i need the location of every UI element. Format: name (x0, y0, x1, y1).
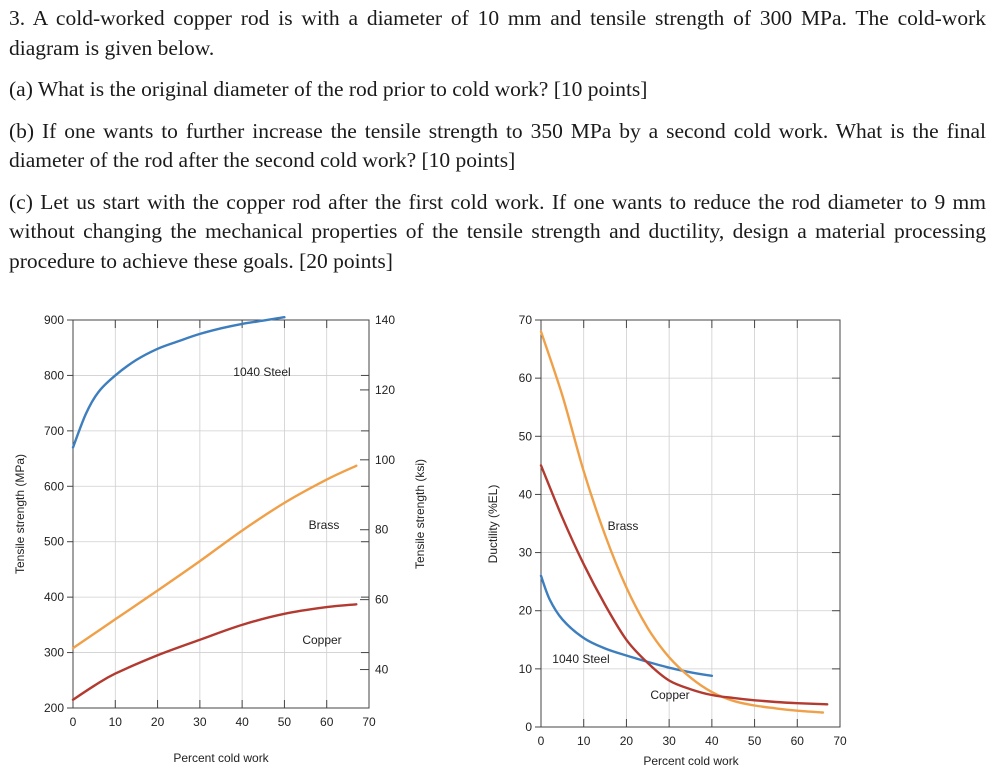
y2-tick-label: 140 (375, 313, 395, 327)
y-tick-label: 50 (519, 429, 533, 443)
x-tick-label: 20 (620, 734, 634, 748)
x-tick-label: 40 (235, 715, 249, 729)
y-tick-label: 600 (44, 479, 64, 493)
y-tick-label: 200 (44, 701, 64, 715)
x-tick-label: 60 (791, 734, 805, 748)
series-line-copper (71, 603, 358, 701)
x-tick-label: 10 (577, 734, 591, 748)
x-tick-label: 30 (662, 734, 676, 748)
series-label-copper: Copper (302, 633, 341, 647)
y-tick-label: 20 (519, 604, 533, 618)
problem-part-a: (a) What is the original diameter of the… (9, 77, 648, 101)
y2-tick-label: 100 (375, 453, 395, 467)
x-tick-label: 20 (151, 715, 165, 729)
y2-tick-label: 40 (375, 663, 389, 677)
series-label-1040-steel: 1040 Steel (552, 652, 609, 666)
y-tick-label: 60 (519, 371, 533, 385)
y-axis-label: Tensile strength (MPa) (13, 454, 27, 574)
series-line-brass (539, 330, 825, 714)
problem-part-b: (b) If one wants to further increase the… (9, 118, 986, 173)
x-tick-label: 50 (278, 715, 292, 729)
y2-tick-label: 80 (375, 523, 389, 537)
x-tick-label: 0 (70, 715, 77, 729)
y-tick-label: 30 (519, 546, 533, 560)
x-tick-label: 40 (705, 734, 719, 748)
x-tick-label: 70 (833, 734, 847, 748)
ductility-chart: 0 10 20 30 40 50 60 70 0 10 20 30 40 50 60 70 Percent co… (486, 313, 847, 768)
y-tick-label: 500 (44, 535, 64, 549)
y-tick-label: 400 (44, 590, 64, 604)
y-axis-label: Ductility (%EL) (486, 485, 500, 564)
series-line-copper (539, 464, 829, 706)
series-label-1040-steel: 1040 Steel (233, 365, 290, 379)
x-tick-label: 30 (193, 715, 207, 729)
y-tick-label: 800 (44, 368, 64, 382)
y-tick-label: 300 (44, 646, 64, 660)
plot-frame (540, 319, 841, 728)
series-line-brass (71, 464, 358, 650)
y-tick-label: 70 (519, 313, 533, 327)
y-tick-label: 700 (44, 424, 64, 438)
y-tick-label: 40 (519, 487, 533, 501)
x-tick-label: 70 (362, 715, 376, 729)
plot-frame (72, 319, 370, 709)
y-tick-label: 10 (519, 662, 533, 676)
series-line-1040-steel (71, 316, 286, 449)
y2-tick-label: 120 (375, 383, 395, 397)
series-line-1040-steel (539, 574, 714, 677)
problem-text: 3. A cold-worked copper rod is with a di… (9, 4, 986, 288)
cold-work-diagram: 0 10 20 30 40 50 60 702003004005006007008009004… (13, 313, 847, 768)
x-tick-label: 60 (320, 715, 334, 729)
y2-tick-label: 60 (375, 593, 389, 607)
series-label-copper: Copper (650, 688, 689, 702)
tensile-strength-chart: 0 10 20 30 40 50 60 70 200 300 400 500 600 700 800 900 4… (13, 313, 427, 765)
y2-axis-label: Tensile strength (ksi) (413, 459, 427, 569)
x-tick-label: 50 (748, 734, 762, 748)
x-axis-label: Percent cold work (643, 754, 739, 768)
series-label-brass: Brass (608, 519, 639, 533)
series-label-brass: Brass (309, 518, 340, 532)
x-axis-label: Percent cold work (173, 751, 269, 765)
x-tick-label: 10 (109, 715, 123, 729)
problem-part-c: (c) Let us start with the copper rod aft… (9, 189, 986, 273)
y-tick-label: 900 (44, 313, 64, 327)
x-tick-label: 0 (538, 734, 545, 748)
problem-intro: 3. A cold-worked copper rod is with a di… (9, 6, 986, 60)
y-tick-label: 0 (525, 720, 532, 734)
